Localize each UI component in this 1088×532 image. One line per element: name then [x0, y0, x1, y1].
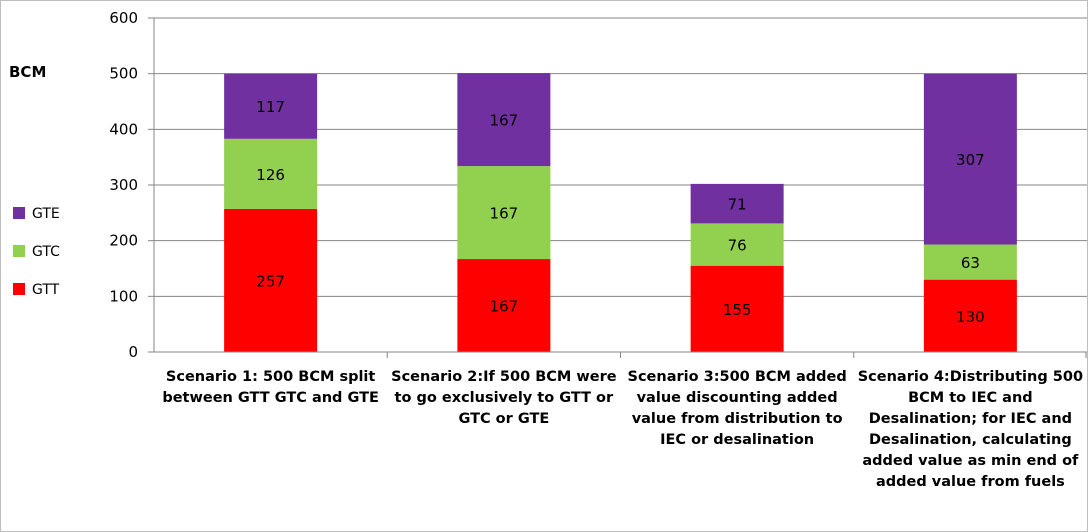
bars: 257 126 117 167 167 167 155 76 71 130 63 307: [224, 73, 1017, 352]
x-category-label: Scenario 1: 500 BCM split between GTT GT…: [162, 369, 379, 406]
y-tick-label: 100: [109, 287, 138, 305]
bar-segment-gtc: [923, 244, 1017, 280]
data-label: 167: [490, 112, 519, 130]
y-axis-label: BCM: [9, 63, 46, 81]
y-tick-label: 0: [128, 343, 138, 361]
legend-label: GTE: [32, 206, 60, 222]
x-category-label: Scenario 3:500 BCM added value discounti…: [627, 369, 847, 448]
y-axis-ticks: 0 100 200 300 400 500 600: [109, 9, 154, 361]
legend-swatch-gtt: [13, 283, 25, 295]
y-tick-label: 300: [109, 176, 138, 194]
bar-segment-gte: [457, 73, 551, 167]
y-tick-label: 600: [109, 9, 138, 27]
bar-segment-gte: [224, 73, 318, 139]
legend-swatch-gtc: [13, 245, 25, 257]
data-label: 167: [490, 298, 519, 316]
legend-label: GTT: [32, 282, 60, 298]
bar-segment-gtt: [457, 259, 551, 352]
data-label: 130: [956, 308, 985, 326]
data-label: 76: [728, 237, 747, 255]
bar-segment-gtc: [690, 223, 784, 266]
legend-swatch-gte: [13, 207, 25, 219]
bar-segment-gtt: [690, 265, 784, 352]
bar-segment-gte: [690, 183, 784, 224]
legend-label: GTC: [32, 244, 60, 260]
bar-segment-gtt: [224, 208, 318, 352]
data-label: 117: [256, 98, 285, 116]
data-label: 63: [961, 254, 980, 272]
bar-segment-gtt: [923, 279, 1017, 352]
y-tick-label: 400: [109, 120, 138, 138]
data-label: 257: [256, 272, 285, 290]
legend: GTE GTC GTT: [13, 206, 60, 298]
data-label: 71: [728, 196, 747, 214]
axes: [153, 18, 1087, 358]
x-category-label: Scenario 4:Distributing 500 BCM to IEC a…: [857, 369, 1084, 490]
data-label: 126: [256, 166, 285, 184]
x-category-label: Scenario 2:If 500 BCM were to go exclusi…: [391, 369, 617, 427]
data-label: 307: [956, 151, 985, 169]
bar-segment-gtc: [224, 138, 318, 209]
y-tick-label: 200: [109, 232, 138, 250]
data-label: 167: [490, 205, 519, 223]
y-tick-label: 500: [109, 65, 138, 83]
bar-segment-gte: [923, 73, 1017, 245]
data-label: 155: [723, 301, 752, 319]
bar-segment-gtc: [457, 166, 551, 260]
